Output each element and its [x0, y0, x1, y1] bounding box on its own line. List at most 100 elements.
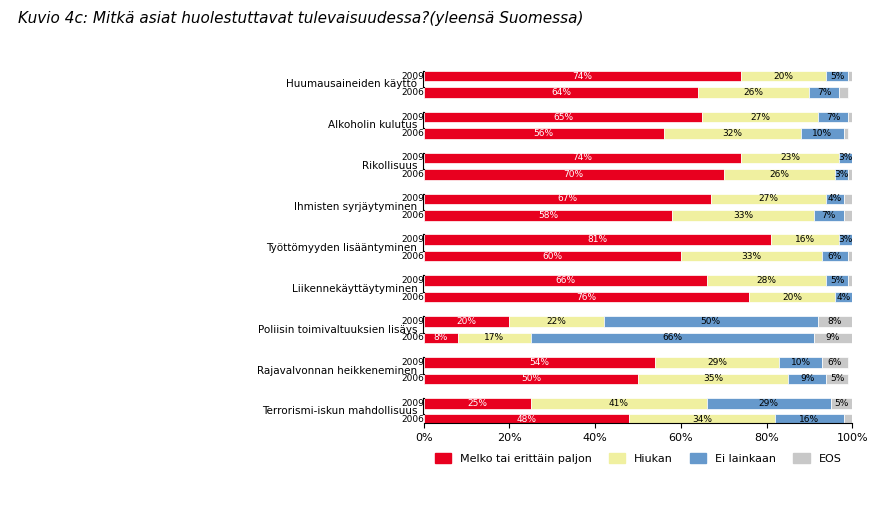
Text: 5%: 5% [830, 72, 844, 80]
Bar [531, 398, 706, 409]
Bar [843, 128, 848, 139]
Text: 33%: 33% [742, 252, 761, 261]
Text: 10%: 10% [790, 358, 811, 367]
Text: 5%: 5% [830, 276, 844, 285]
Text: 2006: 2006 [401, 415, 424, 424]
Text: 67%: 67% [557, 194, 577, 204]
Text: 35%: 35% [703, 375, 723, 383]
Bar [681, 251, 822, 261]
Text: 6%: 6% [828, 252, 842, 261]
Bar [840, 87, 848, 98]
Text: 29%: 29% [707, 358, 728, 367]
Text: 74%: 74% [572, 72, 592, 80]
Text: 16%: 16% [799, 415, 819, 424]
Bar [706, 398, 831, 409]
Text: 5%: 5% [834, 399, 849, 408]
Text: 76%: 76% [577, 292, 597, 301]
Bar [509, 316, 604, 327]
Text: 2006: 2006 [401, 333, 424, 342]
Text: 60%: 60% [542, 252, 562, 261]
Bar [750, 292, 835, 302]
Bar [424, 251, 681, 261]
Bar [835, 292, 852, 302]
Bar [702, 112, 818, 123]
Text: 32%: 32% [722, 129, 743, 138]
Text: 2006: 2006 [401, 211, 424, 220]
Bar [531, 332, 813, 343]
Text: 20%: 20% [457, 317, 477, 326]
Text: 74%: 74% [572, 154, 592, 163]
Bar [424, 87, 698, 98]
Text: Alkoholin kulutus: Alkoholin kulutus [328, 120, 418, 130]
Bar [780, 357, 822, 368]
Text: Rikollisuus: Rikollisuus [362, 161, 418, 171]
Bar [848, 169, 852, 180]
Text: Terrorismi-iskun mahdollisuus: Terrorismi-iskun mahdollisuus [262, 407, 418, 417]
Bar [843, 414, 852, 425]
Text: 2009: 2009 [401, 113, 424, 122]
Bar [741, 153, 840, 163]
Bar [706, 275, 826, 286]
Bar [813, 210, 843, 220]
Text: 2009: 2009 [401, 154, 424, 163]
Bar [843, 194, 852, 204]
Text: 20%: 20% [774, 72, 794, 80]
Text: 65%: 65% [553, 113, 573, 122]
Text: Liikennekäyttäytyminen: Liikennekäyttäytyminen [291, 284, 418, 294]
Text: 28%: 28% [757, 276, 776, 285]
Bar [424, 373, 638, 384]
Legend: Melko tai erittäin paljon, Hiukan, Ei lainkaan, EOS: Melko tai erittäin paljon, Hiukan, Ei la… [430, 448, 846, 468]
Bar [848, 71, 852, 82]
Bar [458, 332, 531, 343]
Text: Kuvio 4c: Mitkä asiat huolestuttavat tulevaisuudessa?(yleensä Suomessa): Kuvio 4c: Mitkä asiat huolestuttavat tul… [18, 11, 583, 26]
Text: 2006: 2006 [401, 88, 424, 97]
Bar [801, 128, 843, 139]
Bar [771, 235, 840, 245]
Bar [840, 153, 852, 163]
Bar [638, 373, 788, 384]
Text: 2006: 2006 [401, 252, 424, 261]
Bar [822, 357, 848, 368]
Bar [848, 112, 852, 123]
Bar [698, 87, 810, 98]
Text: 56%: 56% [533, 129, 554, 138]
Text: 10%: 10% [812, 129, 833, 138]
Text: 5%: 5% [830, 375, 844, 383]
Text: 2006: 2006 [401, 375, 424, 383]
Bar [848, 251, 857, 261]
Text: 70%: 70% [563, 170, 584, 179]
Bar [424, 169, 724, 180]
Bar [843, 210, 852, 220]
Text: 20%: 20% [782, 292, 803, 301]
Text: 7%: 7% [821, 211, 836, 220]
Text: 9%: 9% [800, 375, 814, 383]
Text: 23%: 23% [780, 154, 800, 163]
Text: 26%: 26% [769, 170, 789, 179]
Text: 27%: 27% [750, 113, 770, 122]
Bar [424, 71, 741, 82]
Bar [775, 414, 843, 425]
Text: 2006: 2006 [401, 129, 424, 138]
Bar [826, 275, 848, 286]
Bar [424, 128, 664, 139]
Bar [818, 316, 852, 327]
Bar [672, 210, 813, 220]
Text: 17%: 17% [485, 333, 504, 342]
Text: 2006: 2006 [401, 170, 424, 179]
Bar [664, 128, 801, 139]
Text: 2009: 2009 [401, 72, 424, 80]
Bar [424, 153, 741, 163]
Bar [424, 398, 531, 409]
Text: 7%: 7% [817, 88, 832, 97]
Text: 26%: 26% [743, 88, 764, 97]
Bar [630, 414, 775, 425]
Bar [424, 112, 702, 123]
Text: 2009: 2009 [401, 358, 424, 367]
Bar [835, 169, 848, 180]
Text: 8%: 8% [828, 317, 842, 326]
Text: 34%: 34% [692, 415, 713, 424]
Bar [813, 332, 852, 343]
Text: Poliisin toimivaltuuksien lisäys: Poliisin toimivaltuuksien lisäys [258, 325, 418, 335]
Text: 2009: 2009 [401, 276, 424, 285]
Bar [741, 71, 826, 82]
